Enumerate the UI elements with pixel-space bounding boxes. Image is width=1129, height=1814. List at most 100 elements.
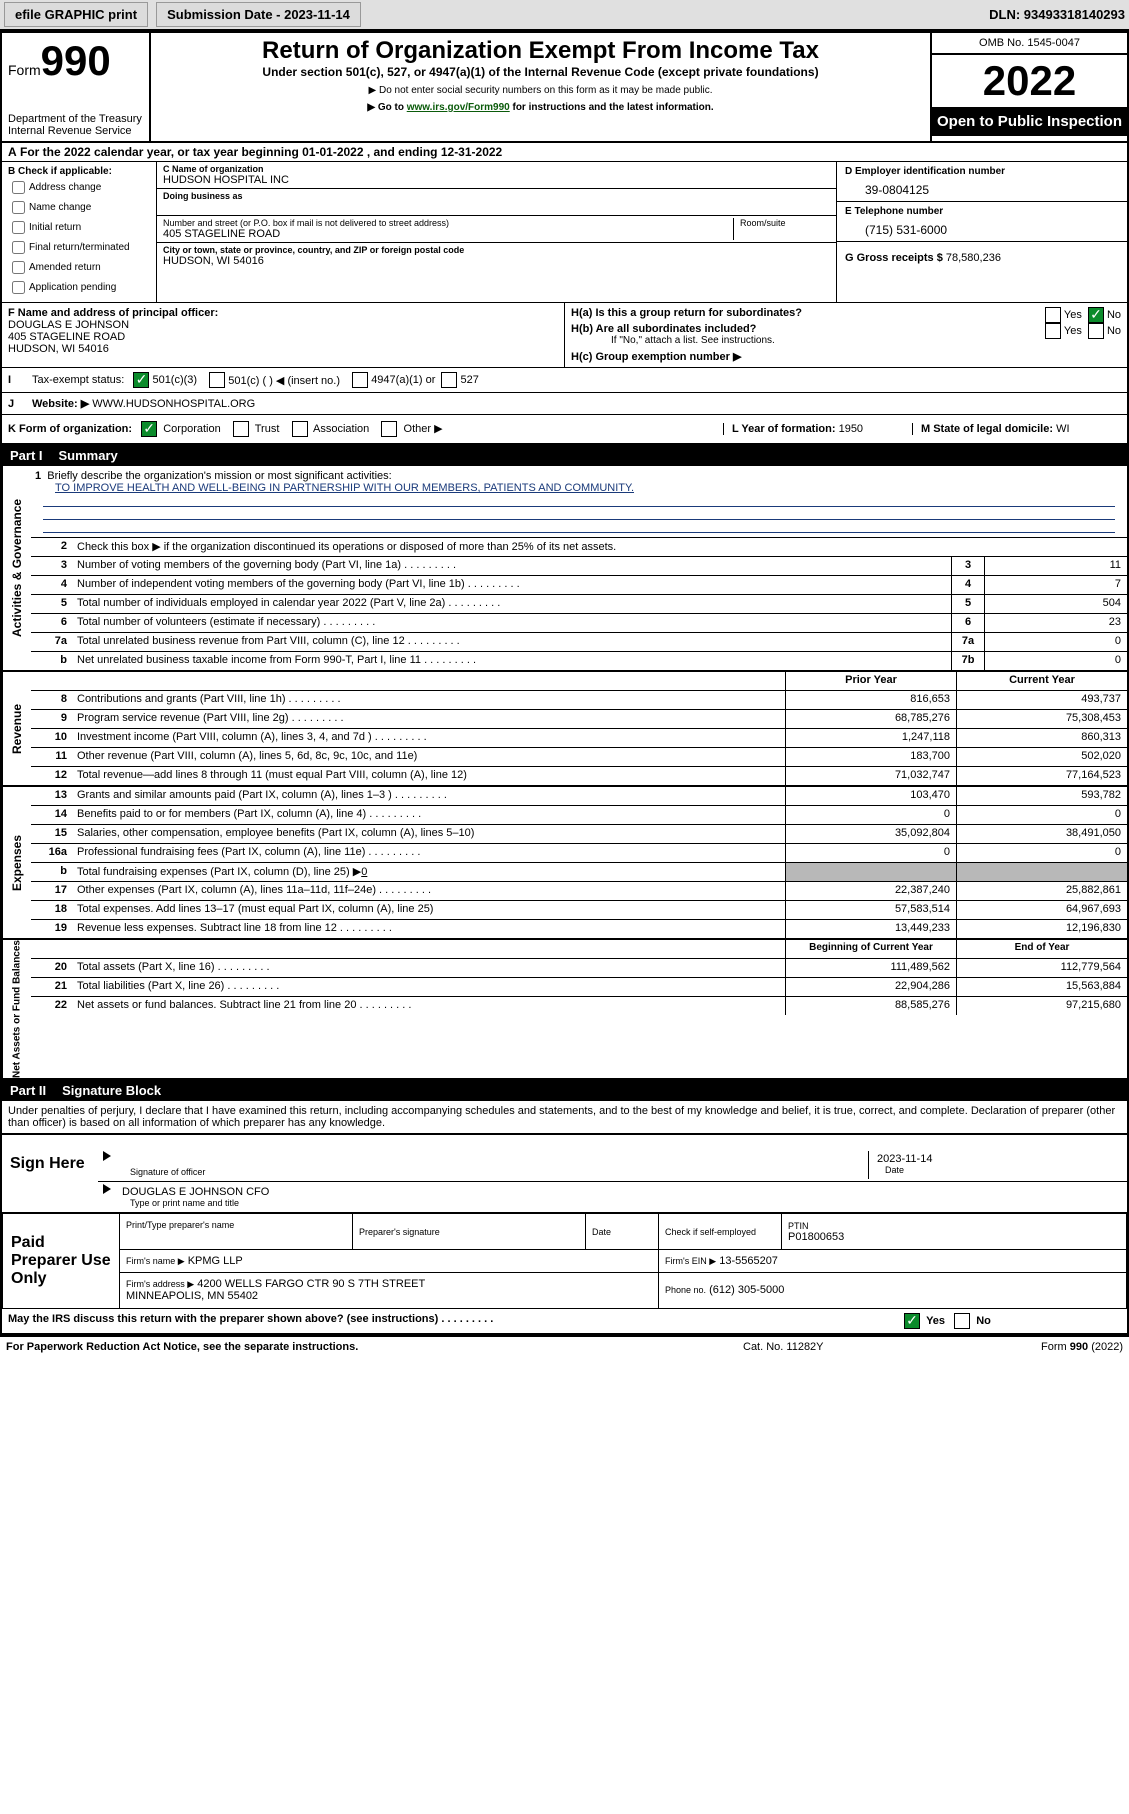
hb-no-checkbox[interactable] [1088,323,1104,339]
line9-prior: 68,785,276 [785,710,956,728]
ha-no-checkbox[interactable]: ✓ [1088,307,1104,323]
chk-501c[interactable] [209,372,225,388]
line2-desc: Check this box ▶ if the organization dis… [73,538,1127,556]
part1-header: Part I Summary [2,445,1127,466]
org-name: HUDSON HOSPITAL INC [163,174,830,186]
dba-label: Doing business as [163,191,830,201]
chk-initial-return[interactable]: Initial return [8,218,150,237]
line13-prior: 103,470 [785,787,956,805]
b-header: B Check if applicable: [8,166,112,177]
paperwork-notice: For Paperwork Reduction Act Notice, see … [6,1341,743,1353]
hb-yes-checkbox[interactable] [1045,323,1061,339]
gross-label: G Gross receipts $ [845,252,943,264]
firm-ein: 13-5565207 [719,1255,778,1267]
submission-date-button[interactable]: Submission Date - 2023-11-14 [156,2,361,27]
line16a-curr: 0 [956,844,1127,862]
line7b-desc: Net unrelated business taxable income fr… [73,652,951,670]
line6-desc: Total number of volunteers (estimate if … [73,614,951,632]
line5-desc: Total number of individuals employed in … [73,595,951,613]
firm-ein-label: Firm's EIN ▶ [665,1256,716,1266]
discuss-yes-checkbox[interactable]: ✓ [904,1313,920,1329]
chk-other[interactable] [381,421,397,437]
line18-curr: 64,967,693 [956,901,1127,919]
org-name-box: C Name of organization HUDSON HOSPITAL I… [157,162,836,189]
open-to-public: Open to Public Inspection [932,107,1127,136]
ein-box: D Employer identification number 39-0804… [837,162,1127,202]
current-year-header: Current Year [956,672,1127,690]
line4-num: 4 [951,576,984,594]
city-box: City or town, state or province, country… [157,243,836,269]
chk-final-return[interactable]: Final return/terminated [8,238,150,257]
firm-phone-label: Phone no. [665,1285,706,1295]
part2-num: Part II [10,1083,46,1098]
line18-prior: 57,583,514 [785,901,956,919]
line11-prior: 183,700 [785,748,956,766]
chk-corp[interactable]: ✓ [141,421,157,437]
ptin-label: PTIN [788,1221,1120,1231]
website-label: Website: ▶ [32,397,89,410]
chk-amended[interactable]: Amended return [8,258,150,277]
yof-value: 1950 [839,423,863,435]
line5-val: 504 [984,595,1127,613]
form-body: Form990 Department of the Treasury Inter… [0,31,1129,1337]
line16a-prior: 0 [785,844,956,862]
chk-app-pending[interactable]: Application pending [8,278,150,297]
line11-curr: 502,020 [956,748,1127,766]
chk-527[interactable] [441,372,457,388]
form-title: Return of Organization Exempt From Incom… [157,37,924,65]
officer-name-title: DOUGLAS E JOHNSON CFO [122,1186,1117,1198]
dln-label: DLN: 93493318140293 [989,7,1125,22]
prep-date-label: Date [592,1227,652,1237]
line15-curr: 38,491,050 [956,825,1127,843]
i-text: Tax-exempt status: [32,374,124,386]
header-mid: Return of Organization Exempt From Incom… [151,33,930,141]
phone-label: E Telephone number [845,206,1119,217]
j-label: J [8,398,32,410]
footer: For Paperwork Reduction Act Notice, see … [0,1337,1129,1357]
sig-date-label: Date [877,1165,1117,1175]
efile-print-button[interactable]: efile GRAPHIC print [4,2,148,27]
form-ref: Form 990 (2022) [1041,1341,1123,1353]
chk-address-change[interactable]: Address change [8,178,150,197]
chk-501c3[interactable]: ✓ [133,372,149,388]
declaration-text: Under penalties of perjury, I declare th… [2,1101,1127,1135]
line12-prior: 71,032,747 [785,767,956,785]
ein-label: D Employer identification number [845,166,1119,177]
irs-label: Internal Revenue Service [8,125,143,137]
chk-4947[interactable] [352,372,368,388]
street-value: 405 STAGELINE ROAD [163,228,733,240]
sig-date: 2023-11-14 [877,1153,1117,1165]
irs-link[interactable]: www.irs.gov/Form990 [407,102,510,113]
ptin-value: P01800653 [788,1231,1120,1243]
ha-yes-label: Yes [1064,309,1082,321]
officer-label: F Name and address of principal officer: [8,307,218,319]
chk-assoc[interactable] [292,421,308,437]
sign-here-label: Sign Here [2,1135,98,1212]
discuss-row: May the IRS discuss this return with the… [2,1309,1127,1335]
ha-no-label: No [1107,309,1121,321]
ha-label: H(a) Is this a group return for subordin… [571,307,802,319]
dba-box: Doing business as [157,189,836,216]
line3-desc: Number of voting members of the governin… [73,557,951,575]
line7b-num: 7b [951,652,984,670]
line8-curr: 493,737 [956,691,1127,709]
chk-name-change[interactable]: Name change [8,198,150,217]
line19-desc: Revenue less expenses. Subtract line 18 … [73,920,785,938]
self-employed-label: Check if self-employed [665,1227,756,1237]
line20-desc: Total assets (Part X, line 16) [73,959,785,977]
line7b-val: 0 [984,652,1127,670]
line10-desc: Investment income (Part VIII, column (A)… [73,729,785,747]
tax-exempt-row: I Tax-exempt status: ✓ 501(c)(3) 501(c) … [2,368,1127,393]
hc-label: H(c) Group exemption number ▶ [571,351,741,363]
header-left: Form990 Department of the Treasury Inter… [2,33,151,141]
discuss-no-checkbox[interactable] [954,1313,970,1329]
chk-trust[interactable] [233,421,249,437]
prior-year-header: Prior Year [785,672,956,690]
ha-yes-checkbox[interactable] [1045,307,1061,323]
line3-val: 11 [984,557,1127,575]
line9-desc: Program service revenue (Part VIII, line… [73,710,785,728]
527-label: 527 [460,374,478,386]
line16b-desc: Total fundraising expenses (Part IX, col… [73,863,785,881]
line8-prior: 816,653 [785,691,956,709]
officer-addr1: 405 STAGELINE ROAD [8,331,125,343]
